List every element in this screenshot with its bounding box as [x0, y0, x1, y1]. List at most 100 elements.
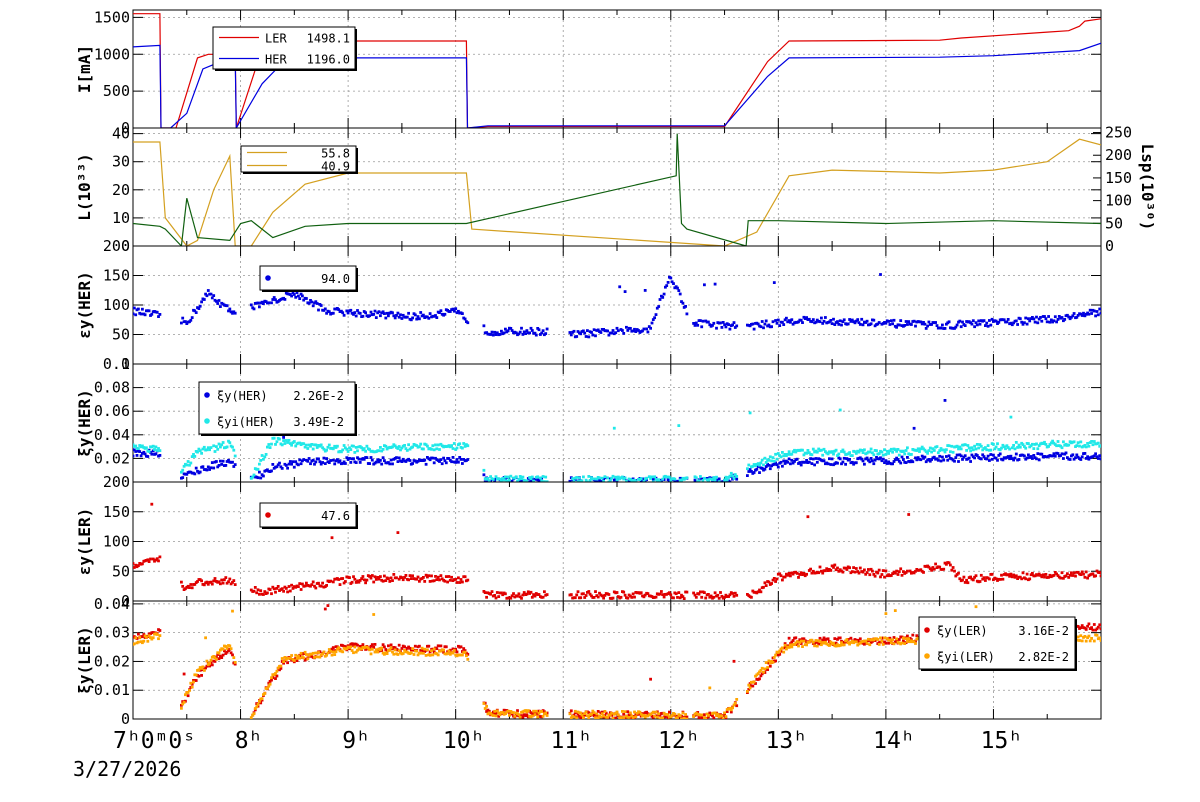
data-point [665, 475, 669, 479]
data-point [930, 450, 933, 454]
data-point [190, 685, 194, 689]
data-point [298, 297, 302, 300]
data-point [1017, 443, 1021, 447]
data-point [233, 454, 237, 458]
data-point [295, 657, 299, 660]
data-point [1009, 415, 1013, 419]
data-point [813, 644, 816, 648]
data-point [206, 446, 210, 450]
data-point [400, 446, 404, 450]
data-point [569, 709, 573, 713]
data-point [518, 715, 522, 719]
data-point [783, 462, 787, 465]
data-point [280, 660, 284, 663]
data-point [766, 668, 769, 671]
data-point [809, 567, 812, 571]
data-point [377, 577, 381, 581]
y-axis-label: I[mA] [75, 45, 94, 93]
data-point [1020, 577, 1024, 581]
data-point [392, 573, 396, 576]
data-point [134, 636, 138, 640]
data-point [799, 639, 803, 643]
data-point [231, 653, 234, 657]
data-point [249, 716, 253, 719]
data-point [892, 636, 896, 639]
data-point [401, 457, 405, 461]
data-point [786, 453, 790, 456]
data-point [181, 316, 185, 320]
data-point [871, 569, 874, 573]
data-point [767, 323, 771, 327]
data-point [1076, 625, 1080, 628]
data-point [266, 591, 269, 595]
data-point [283, 442, 287, 445]
data-point [865, 641, 869, 645]
data-point [442, 456, 445, 460]
data-point [724, 593, 728, 597]
data-point [271, 463, 275, 466]
data-point [932, 449, 936, 452]
data-point [616, 329, 620, 333]
data-point [193, 679, 197, 682]
data-point [889, 447, 893, 451]
data-point [158, 555, 162, 559]
data-point [676, 596, 679, 599]
data-point [374, 648, 378, 652]
data-point [534, 709, 538, 713]
data-point [216, 653, 220, 656]
data-point [658, 480, 662, 482]
data-point [215, 657, 218, 661]
data-point [463, 650, 467, 654]
data-point [806, 515, 810, 519]
data-point [516, 479, 519, 482]
data-point [747, 463, 751, 467]
data-point [302, 442, 306, 446]
data-point [1071, 453, 1075, 457]
y-axis-label: ξy(LER) [75, 626, 94, 693]
data-point [842, 640, 846, 644]
data-point [965, 449, 968, 452]
data-point [962, 455, 966, 459]
data-point [762, 670, 765, 674]
data-point [321, 652, 324, 656]
data-point [928, 567, 932, 571]
data-point [1031, 571, 1034, 575]
data-point [454, 461, 458, 464]
data-point [813, 463, 816, 467]
data-point [575, 335, 579, 338]
data-point [292, 465, 296, 469]
data-point [155, 310, 159, 314]
data-point [372, 580, 376, 584]
data-point [380, 646, 384, 650]
data-point [319, 653, 323, 657]
data-point [182, 700, 186, 704]
data-point [451, 307, 455, 311]
data-point [455, 650, 459, 654]
data-point [407, 443, 410, 447]
data-point [270, 469, 273, 473]
data-point [723, 323, 726, 327]
data-point [253, 467, 257, 470]
data-point [911, 633, 915, 637]
data-point [602, 714, 605, 718]
data-point [587, 590, 591, 593]
data-point [314, 460, 318, 464]
data-point [596, 716, 600, 719]
data-point [703, 476, 706, 480]
data-point [871, 451, 874, 455]
data-point [635, 711, 639, 715]
data-point [221, 441, 225, 444]
data-point [895, 325, 898, 329]
data-point [961, 458, 964, 461]
data-point [491, 333, 495, 337]
data-point [830, 322, 834, 325]
data-point [1086, 442, 1089, 445]
y-tick-label: 200 [103, 237, 130, 255]
data-point [518, 475, 522, 478]
data-point [694, 476, 698, 480]
data-point [256, 588, 260, 592]
data-point [845, 457, 849, 460]
data-point [368, 648, 371, 652]
data-point [1095, 627, 1099, 631]
data-point [150, 637, 154, 641]
